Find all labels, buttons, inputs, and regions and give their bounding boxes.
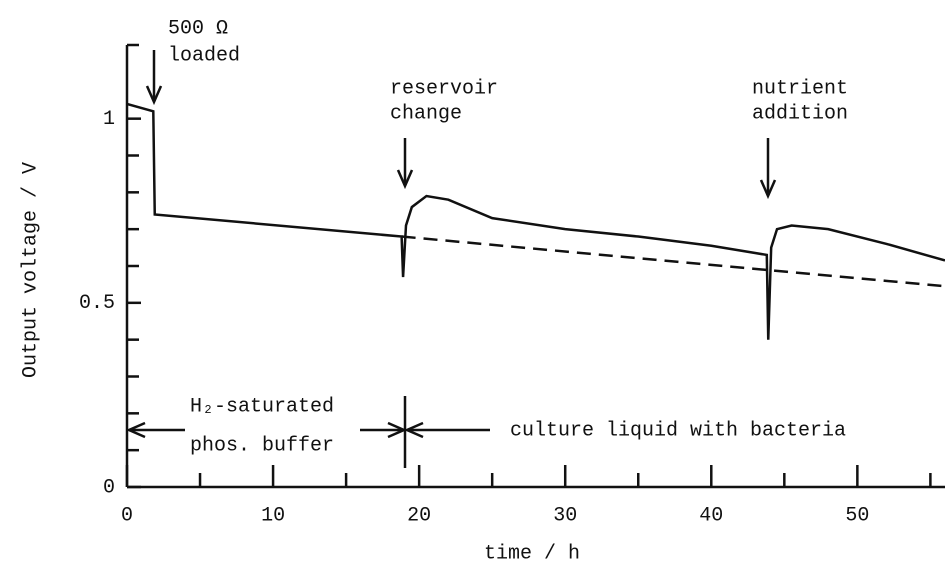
annotation: addition bbox=[752, 102, 848, 125]
x-tick-label: 40 bbox=[699, 504, 723, 527]
annotation: culture liquid with bacteria bbox=[510, 419, 846, 442]
data-line bbox=[126, 102, 945, 340]
y-axis-label: Output voltage / V bbox=[19, 162, 42, 378]
y-tick-label: 0.5 bbox=[79, 292, 115, 315]
x-tick-label: 10 bbox=[261, 504, 285, 527]
annotation: change bbox=[390, 102, 462, 125]
x-tick-label: 50 bbox=[845, 504, 869, 527]
y-tick-label: 1 bbox=[103, 108, 115, 131]
data-line bbox=[401, 235, 945, 288]
annotation: phos. buffer bbox=[190, 434, 334, 457]
y-tick-label: 0 bbox=[103, 476, 115, 499]
annotation: reservoir bbox=[390, 77, 498, 100]
x-tick-label: 0 bbox=[121, 504, 133, 527]
x-tick-label: 20 bbox=[407, 504, 431, 527]
x-axis-label: time / h bbox=[484, 542, 580, 565]
annotation: loaded bbox=[168, 44, 240, 67]
x-tick-label: 30 bbox=[553, 504, 577, 527]
annotation: H₂-saturated bbox=[190, 395, 334, 418]
annotation: 500 Ω bbox=[168, 17, 228, 40]
arrows bbox=[125, 50, 777, 468]
annotation: nutrient bbox=[752, 77, 848, 100]
